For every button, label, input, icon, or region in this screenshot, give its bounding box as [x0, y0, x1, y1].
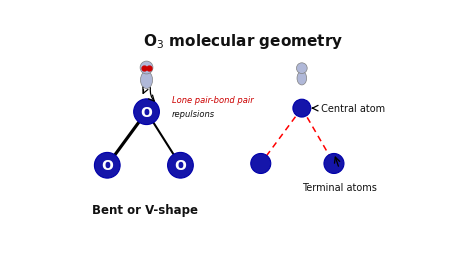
- Text: O: O: [101, 159, 113, 172]
- Text: O: O: [174, 159, 186, 172]
- Circle shape: [134, 100, 159, 125]
- Text: repulsions: repulsions: [172, 109, 215, 119]
- Circle shape: [140, 62, 153, 75]
- Ellipse shape: [140, 72, 153, 89]
- Text: Lone pair-bond pair: Lone pair-bond pair: [172, 95, 253, 104]
- Circle shape: [168, 153, 193, 178]
- Text: O$_3$ molecular geometry: O$_3$ molecular geometry: [143, 32, 343, 51]
- Text: Terminal atoms: Terminal atoms: [302, 182, 377, 192]
- Text: Bent or V-shape: Bent or V-shape: [92, 204, 198, 216]
- Circle shape: [296, 64, 307, 74]
- Ellipse shape: [297, 72, 307, 86]
- Circle shape: [94, 153, 120, 178]
- Circle shape: [324, 154, 344, 174]
- Circle shape: [293, 100, 311, 118]
- Text: Central atom: Central atom: [318, 104, 385, 114]
- Text: O: O: [141, 105, 153, 119]
- Circle shape: [251, 154, 271, 174]
